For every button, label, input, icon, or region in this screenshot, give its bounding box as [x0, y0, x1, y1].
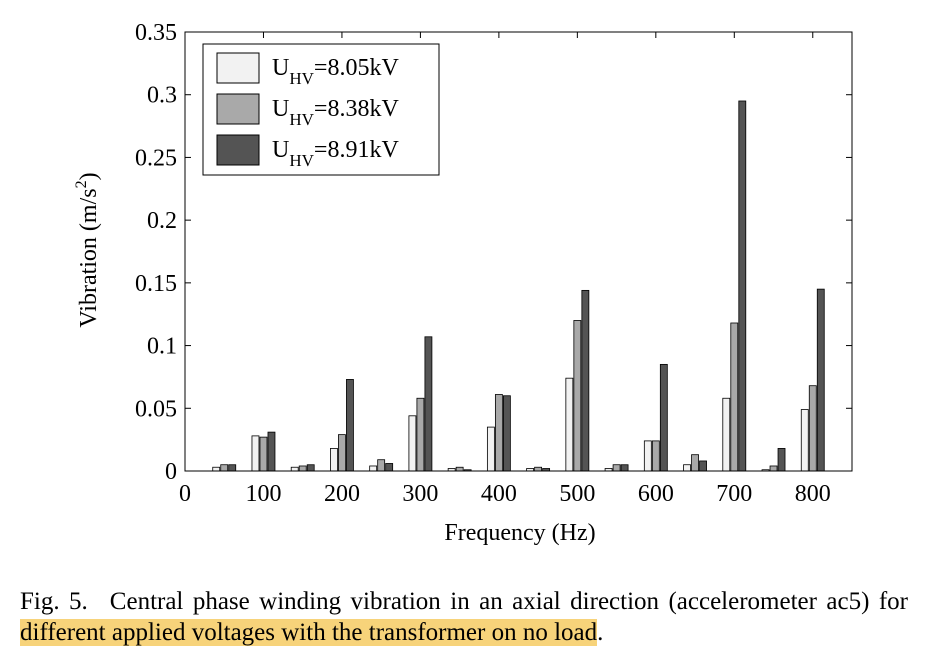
- bar-400hz-series-2: [494, 394, 503, 472]
- x-tick-label: 300: [402, 481, 438, 507]
- bar-150hz-series-3: [306, 464, 315, 472]
- bar-550hz-series-3: [620, 464, 629, 472]
- bar-700hz-series-1: [722, 397, 731, 472]
- legend-swatch-3: [216, 134, 260, 166]
- x-axis-title: Frequency (Hz): [444, 520, 595, 546]
- y-tick-label: 0.35: [135, 20, 177, 46]
- y-tick-label: 0.05: [135, 396, 177, 422]
- legend-label-2: UHV=8.38kV: [272, 96, 399, 129]
- bar-750hz-series-3: [777, 448, 786, 472]
- y-tick-label: 0.2: [147, 208, 177, 234]
- x-tick-label: 0: [179, 481, 191, 507]
- bar-800hz-series-1: [800, 409, 809, 472]
- bar-500hz-series-3: [581, 289, 590, 472]
- bar-600hz-series-2: [651, 440, 660, 472]
- figure-caption: Fig. 5. Central phase winding vibration i…: [20, 586, 908, 648]
- bar-600hz-series-1: [643, 440, 652, 472]
- bar-200hz-series-1: [330, 448, 338, 472]
- bar-150hz-series-2: [298, 465, 307, 472]
- bar-500hz-series-1: [565, 377, 574, 472]
- bar-200hz-series-3: [346, 379, 354, 472]
- y-tick-label: 0: [165, 459, 177, 485]
- caption-period: .: [597, 619, 604, 646]
- bar-800hz-series-2: [808, 385, 817, 472]
- y-axis-title: Vibration (m/s2): [73, 172, 102, 327]
- legend-label-1: UHV=8.05kV: [272, 55, 399, 88]
- bar-100hz-series-3: [267, 431, 276, 472]
- x-tick-label: 400: [481, 481, 517, 507]
- bar-600hz-series-3: [659, 363, 668, 472]
- bar-650hz-series-2: [691, 454, 699, 472]
- legend-label-3: UHV=8.91kV: [272, 137, 399, 170]
- x-tick-label: 800: [795, 481, 831, 507]
- bar-700hz-series-3: [738, 100, 747, 472]
- bar-650hz-series-3: [699, 460, 707, 472]
- y-tick-label: 0.3: [147, 83, 177, 109]
- bar-650hz-series-1: [683, 464, 691, 472]
- bar-50hz-series-1: [212, 466, 221, 472]
- bar-200hz-series-2: [338, 434, 346, 472]
- caption-highlight: different applied voltages with the tran…: [20, 619, 598, 646]
- legend-swatch-1: [216, 52, 260, 84]
- bar-250hz-series-3: [385, 463, 394, 472]
- bar-100hz-series-2: [259, 436, 268, 472]
- bar-300hz-series-3: [424, 336, 433, 472]
- bar-400hz-series-1: [486, 426, 495, 472]
- y-tick-label: 0.1: [147, 334, 177, 360]
- bar-50hz-series-2: [220, 464, 229, 472]
- bar-500hz-series-2: [573, 320, 582, 472]
- bar-250hz-series-2: [377, 459, 386, 472]
- bar-250hz-series-1: [369, 465, 378, 472]
- y-tick-label: 0.25: [135, 145, 177, 171]
- y-tick-label: 0.15: [135, 271, 177, 297]
- bar-550hz-series-2: [612, 464, 621, 472]
- legend: UHV=8.05kV UHV=8.38kV UHV=8.91kV: [202, 43, 440, 176]
- legend-swatch-2: [216, 93, 260, 125]
- x-tick-label: 500: [559, 481, 595, 507]
- bar-750hz-series-2: [769, 465, 778, 472]
- bar-300hz-series-1: [408, 415, 417, 472]
- figure-number: Fig. 5.: [20, 588, 88, 615]
- bar-100hz-series-1: [251, 435, 260, 472]
- x-tick-label: 600: [638, 481, 674, 507]
- bar-800hz-series-3: [816, 288, 825, 472]
- vibration-bar-chart: Vibration (m/s2) Frequency (Hz) 0 100 200 3…: [73, 20, 853, 546]
- bar-50hz-series-3: [228, 464, 237, 472]
- x-tick-label: 200: [324, 481, 360, 507]
- bar-450hz-series-2: [534, 466, 543, 472]
- bar-150hz-series-1: [290, 466, 299, 472]
- caption-text: Central phase winding vibration in an ax…: [109, 588, 908, 615]
- x-tick-label: 700: [716, 481, 752, 507]
- bar-400hz-series-3: [502, 395, 511, 472]
- plot-frame: [184, 31, 853, 472]
- bar-350hz-series-2: [455, 466, 464, 472]
- x-tick-label: 100: [245, 481, 281, 507]
- bar-700hz-series-2: [730, 322, 739, 472]
- bar-300hz-series-2: [416, 397, 425, 472]
